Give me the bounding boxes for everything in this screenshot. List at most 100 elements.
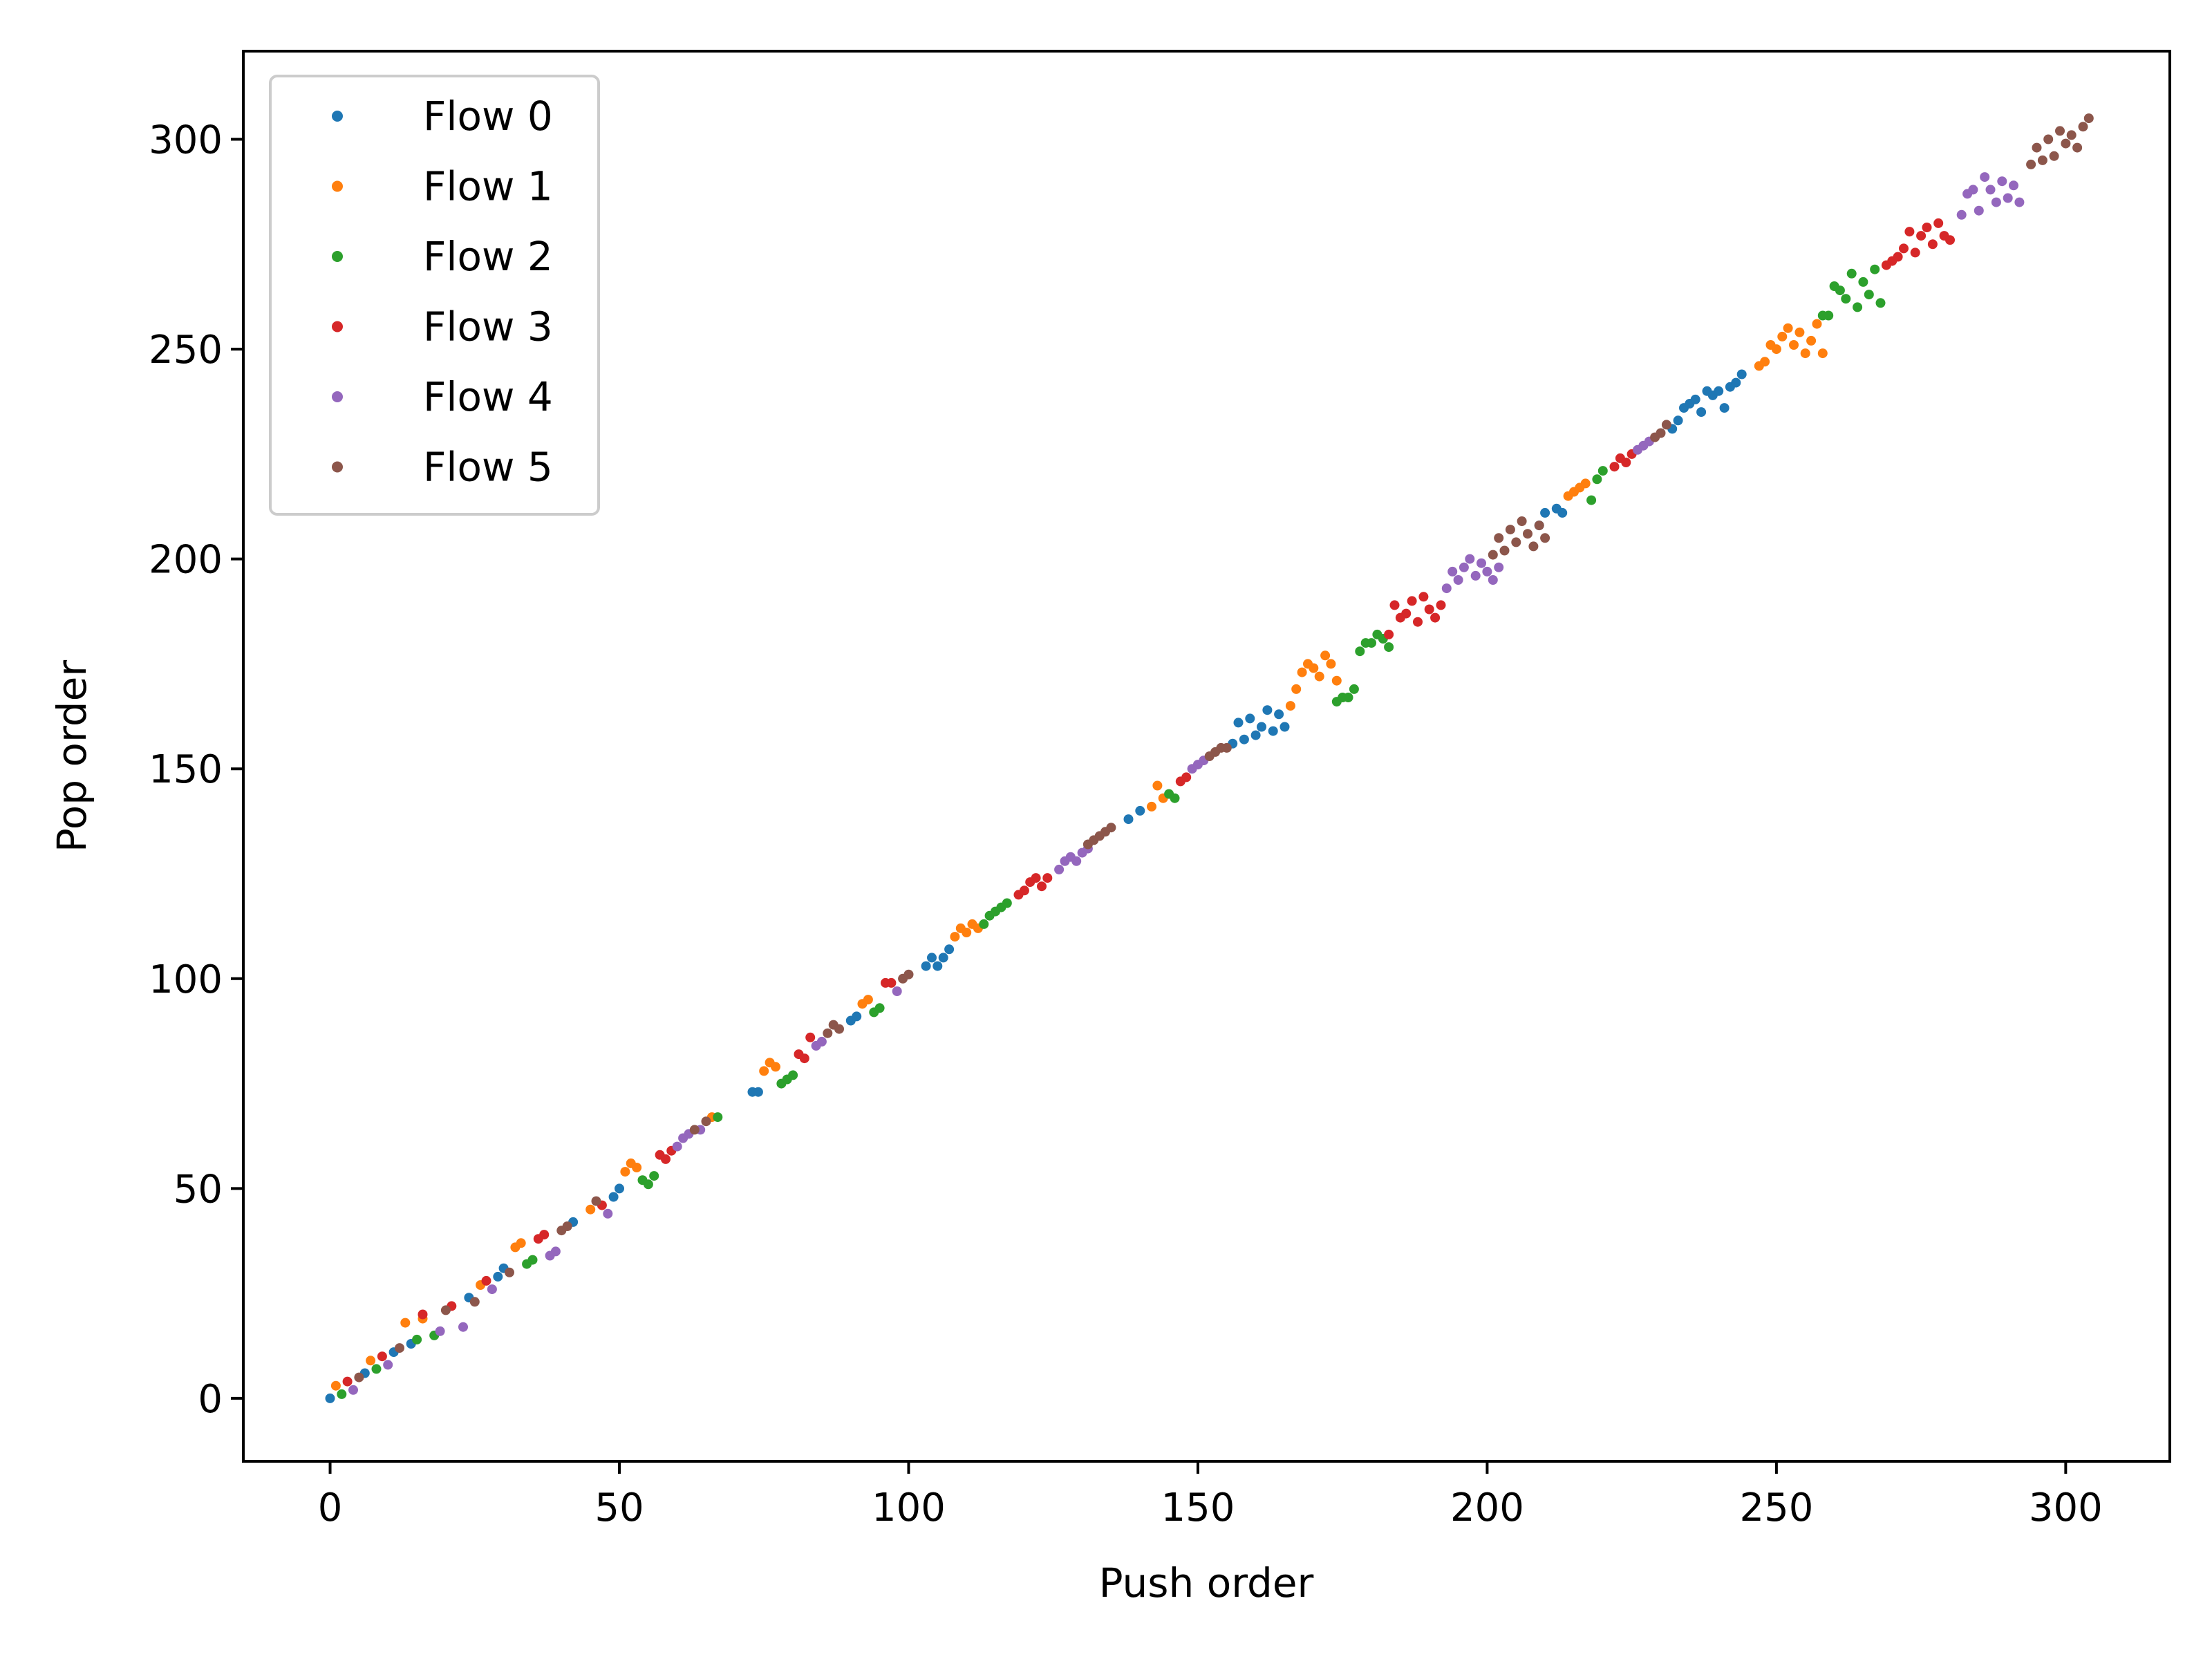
flow-1-point — [1326, 659, 1336, 669]
flow-2-point — [1841, 294, 1851, 304]
flow-0-point — [1233, 718, 1244, 728]
flow-4-point — [1997, 176, 2007, 187]
x-tick-label: 50 — [594, 1485, 644, 1530]
flow-5-point — [469, 1297, 480, 1307]
legend-label: Flow 3 — [423, 303, 553, 350]
flow-4-point — [1494, 562, 1504, 572]
flow-3-point — [481, 1275, 491, 1286]
flow-3-point — [539, 1230, 550, 1240]
flow-0-point — [1673, 415, 1683, 426]
flow-5-point — [2083, 113, 2094, 124]
flow-5-point — [2043, 134, 2054, 144]
flow-1-point — [1771, 344, 1781, 355]
flow-4-point — [1488, 575, 1498, 585]
legend-label: Flow 4 — [423, 373, 553, 420]
flow-0-point — [927, 953, 937, 963]
flow-5-point — [823, 1028, 833, 1038]
flow-4-point — [1980, 172, 1990, 182]
flow-5-point — [1106, 823, 1116, 833]
flow-1-point — [620, 1167, 630, 1177]
flow-3-point — [1621, 458, 1631, 467]
data-points — [325, 113, 2094, 1403]
legend-label: Flow 5 — [423, 444, 553, 491]
flow-3-point — [1389, 600, 1400, 610]
flow-1-point — [1309, 663, 1319, 673]
flow-4-point — [2009, 180, 2018, 191]
y-tick-label: 100 — [149, 957, 223, 1002]
flow-1-point — [1147, 801, 1156, 812]
flow-0-point — [1135, 805, 1145, 816]
legend-label: Flow 0 — [423, 93, 553, 140]
flow-3-point — [1413, 617, 1423, 627]
flow-1-point — [1789, 340, 1799, 350]
y-tick-label: 250 — [149, 328, 223, 373]
flow-1-point — [330, 1380, 341, 1391]
flow-1-point — [1285, 701, 1295, 711]
flow-4-point — [1453, 575, 1463, 585]
flow-0-point — [1268, 726, 1278, 736]
flow-5-point — [2061, 138, 2071, 149]
flow-0-point — [938, 953, 948, 963]
legend-box — [269, 75, 600, 516]
flow-2-point — [788, 1070, 798, 1080]
flow-4-point — [672, 1141, 682, 1152]
flow-0-point — [932, 961, 943, 971]
x-tick-label: 250 — [1739, 1485, 1813, 1530]
plot-frame — [242, 50, 2171, 1463]
flow-0-point — [1123, 814, 1134, 825]
flow-0-point — [852, 1011, 862, 1022]
flow-0-point — [1262, 705, 1273, 715]
flow-2-point — [1592, 474, 1602, 485]
flow-1-point — [1783, 323, 1793, 333]
flow-0-point — [1274, 709, 1284, 720]
flow-3-point — [1436, 600, 1446, 610]
flow-0-point — [615, 1183, 624, 1194]
flow-1-point — [771, 1062, 780, 1072]
flow-2-point — [1858, 276, 1868, 287]
flow-0-point — [1250, 730, 1261, 740]
y-tick-label: 0 — [198, 1377, 223, 1422]
flow-0-point — [1696, 407, 1707, 418]
flow-4-point — [1441, 583, 1452, 594]
flow-3-point — [1424, 604, 1434, 615]
flow-4-point — [816, 1036, 827, 1047]
flow-3-point — [805, 1032, 816, 1042]
flow-3-point — [1945, 235, 1955, 245]
flow-1-point — [1806, 335, 1817, 346]
legend-marker — [332, 321, 343, 332]
legend-marker — [332, 111, 343, 122]
flow-3-point — [886, 977, 897, 988]
flow-0-point — [1719, 403, 1730, 413]
flow-3-point — [1037, 881, 1047, 892]
flow-2-point — [1349, 684, 1359, 694]
flow-0-point — [1257, 722, 1266, 732]
flow-3-point — [1418, 592, 1429, 602]
flow-2-point — [337, 1389, 347, 1399]
x-tick-label: 100 — [872, 1485, 946, 1530]
legend-label: Flow 2 — [423, 233, 553, 280]
flow-2-point — [1170, 793, 1180, 803]
y-tick-label: 150 — [149, 747, 223, 792]
flow-1-point — [1320, 650, 1331, 661]
flow-2-point — [1835, 285, 1845, 296]
flow-3-point — [1933, 218, 1944, 228]
flow-1-point — [400, 1318, 411, 1328]
flow-4-point — [1447, 566, 1458, 577]
flow-5-point — [2066, 130, 2077, 140]
flow-0-point — [608, 1192, 619, 1202]
flow-1-point — [516, 1238, 526, 1248]
flow-2-point — [643, 1179, 653, 1190]
flow-5-point — [1656, 428, 1666, 438]
flow-2-point — [1355, 646, 1365, 657]
flow-0-point — [1690, 394, 1700, 404]
flow-0-point — [1714, 386, 1724, 396]
flow-3-point — [377, 1351, 387, 1362]
flow-0-point — [1731, 377, 1741, 388]
flow-3-point — [1031, 873, 1041, 883]
flow-5-point — [1528, 541, 1539, 552]
flow-3-point — [1407, 596, 1417, 606]
flow-3-point — [1922, 223, 1932, 232]
legend: Flow 0 Flow 1 Flow 2 Flow 3 Flow 4 Flow 5 — [269, 75, 600, 516]
flow-5-point — [834, 1024, 844, 1034]
flow-2-point — [1384, 642, 1394, 653]
